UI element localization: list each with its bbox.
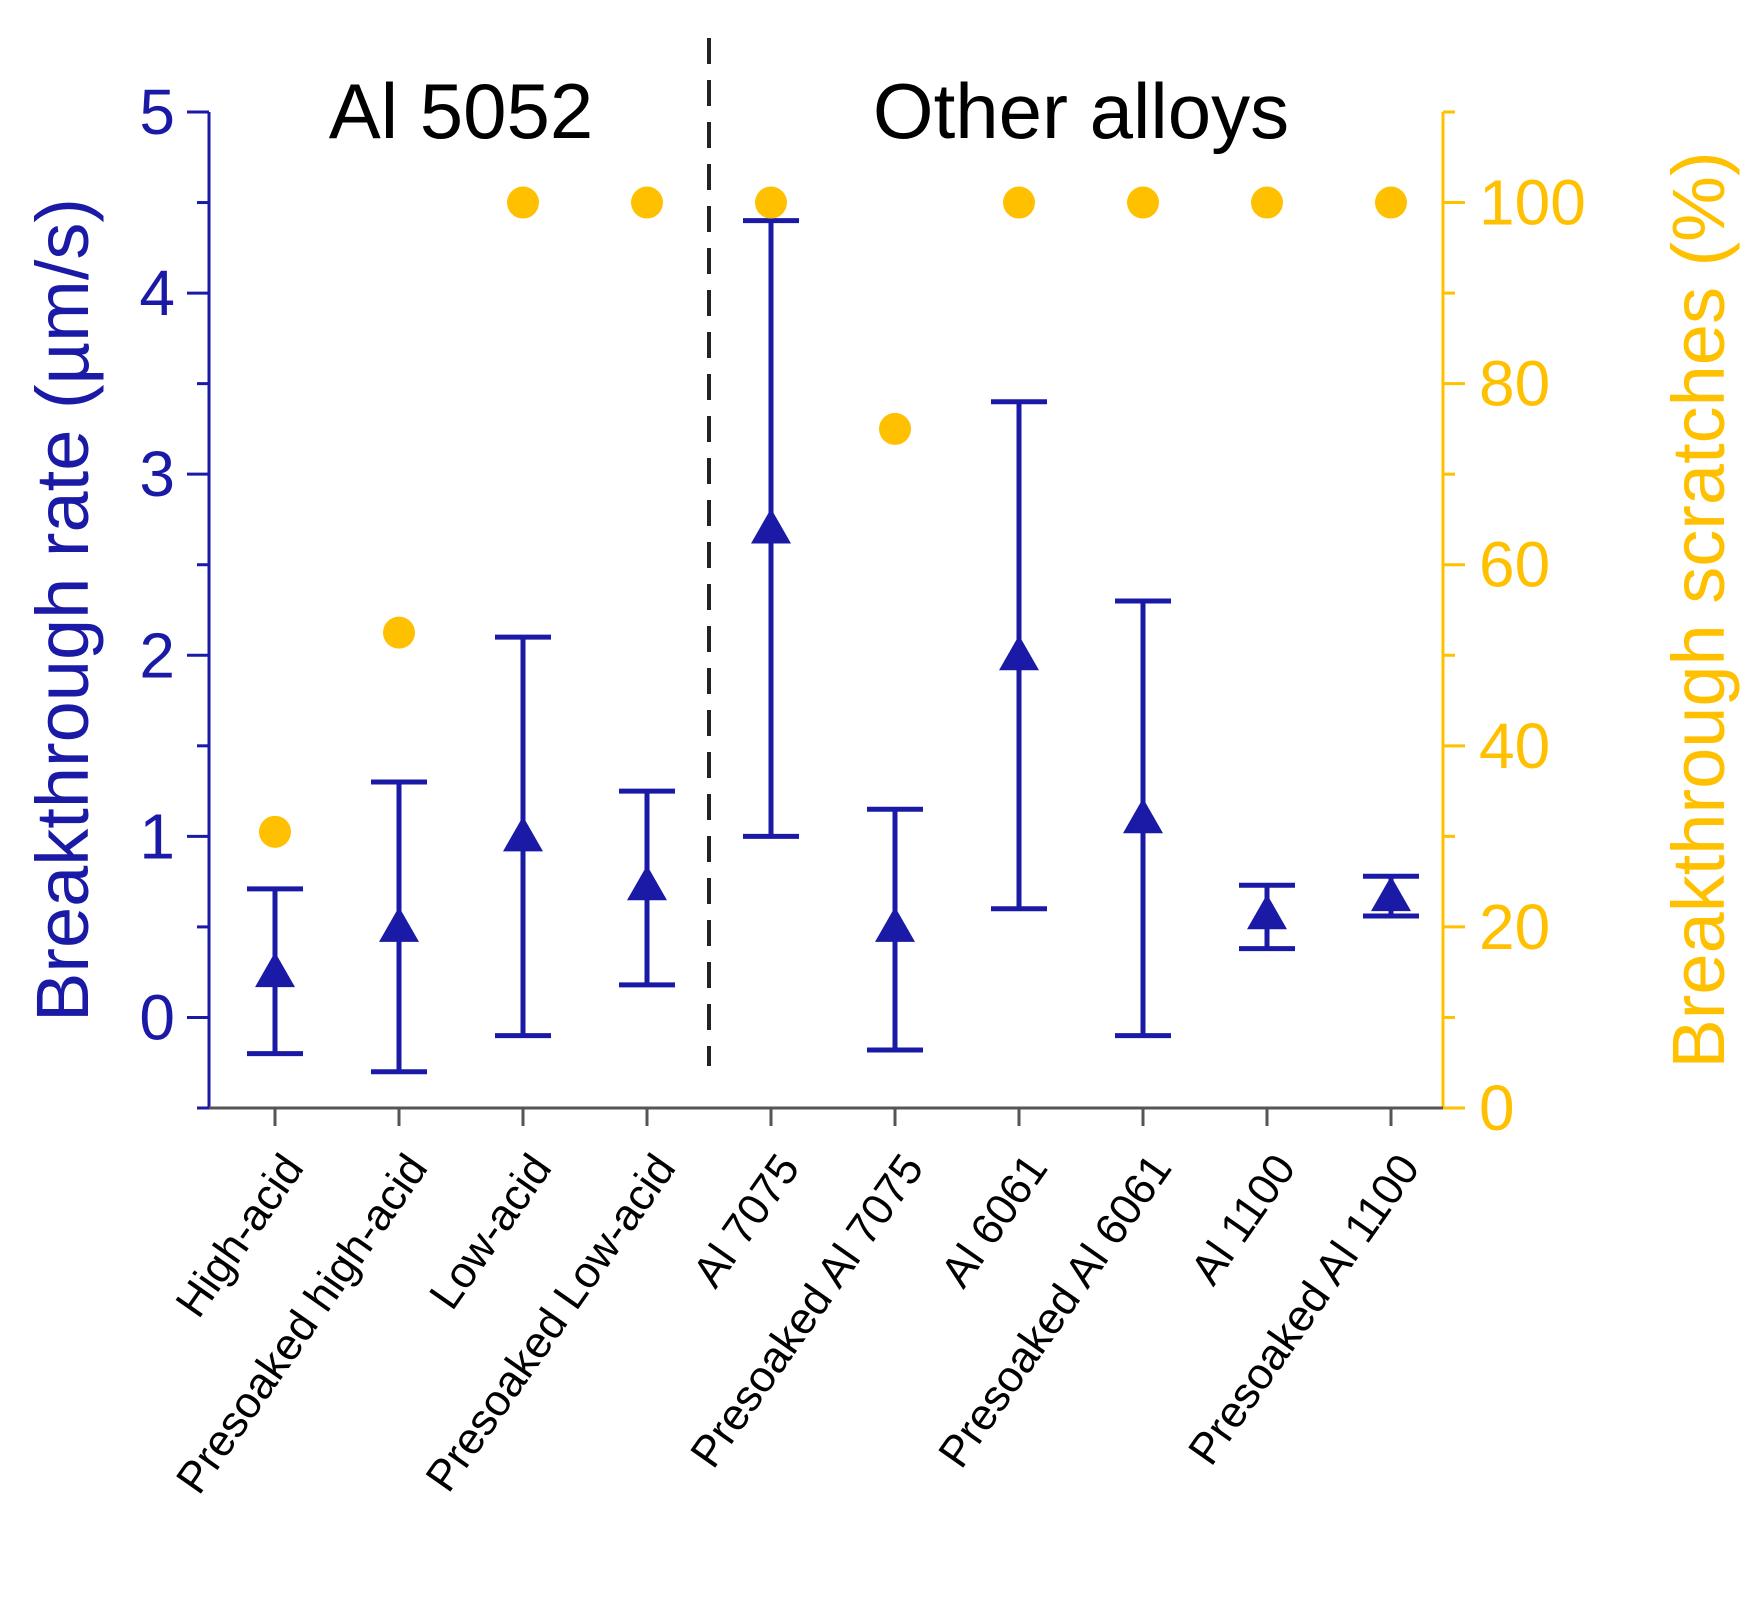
scratch-point: [1251, 186, 1283, 219]
left-tick-label: 5: [139, 76, 175, 148]
left-axis-title: Breakthrough rate (µm/s): [21, 198, 104, 1022]
right-tick-label: 60: [1479, 529, 1550, 601]
group-label: Other alloys: [873, 67, 1289, 155]
rate-point: [1247, 894, 1287, 930]
category-label: Presoaked Al 7075: [681, 1146, 933, 1477]
right-tick-label: 0: [1479, 1072, 1515, 1144]
category-label: Al 6061: [931, 1146, 1057, 1296]
rate-point: [379, 906, 419, 942]
left-tick-label: 2: [139, 619, 175, 691]
left-tick-label: 3: [139, 438, 175, 510]
rate-point: [875, 906, 915, 942]
rate-point: [999, 635, 1039, 671]
category-label: Presoaked Al 1100: [1179, 1146, 1429, 1474]
right-tick-label: 20: [1479, 891, 1550, 963]
category-label: Al 7075: [683, 1146, 809, 1296]
category-label: Presoaked Al 6061: [929, 1146, 1181, 1477]
scratch-point: [755, 186, 787, 219]
scratch-point: [507, 186, 539, 219]
group-labels: Al 5052 Other alloys: [329, 67, 1289, 155]
scratch-point: [1127, 186, 1159, 219]
right-tick-label: 100: [1479, 167, 1586, 239]
category-label: Presoaked Low-acid: [416, 1146, 685, 1501]
rate-point: [627, 865, 667, 901]
group-label: Al 5052: [329, 67, 594, 155]
rate-point: [1371, 876, 1411, 912]
rate-point: [751, 508, 791, 544]
rate-point: [1123, 798, 1163, 834]
scratch-point: [631, 186, 663, 219]
category-label: Low-acid: [420, 1146, 561, 1318]
left-tick-label: 0: [139, 981, 175, 1053]
right-tick-label: 40: [1479, 710, 1550, 782]
scratch-point: [879, 412, 911, 445]
rate-point: [503, 816, 543, 852]
scratch-point: [383, 616, 415, 649]
data-marks: [247, 186, 1419, 1075]
scratch-point: [1375, 186, 1407, 219]
axes: 0 1 2 3 4 5 Breakthrough rate (µm/s) 0 20 40 60 80 1…: [21, 38, 1740, 1144]
right-tick-label: 80: [1479, 348, 1550, 420]
left-tick-label: 4: [139, 257, 175, 329]
right-axis-title: Breakthrough scratches (%): [1657, 151, 1740, 1068]
left-tick-label: 1: [139, 800, 175, 872]
category-label: Al 1100: [1181, 1146, 1305, 1294]
rate-point: [255, 952, 295, 988]
scratch-point: [1003, 186, 1035, 219]
scratch-point: [259, 815, 291, 848]
